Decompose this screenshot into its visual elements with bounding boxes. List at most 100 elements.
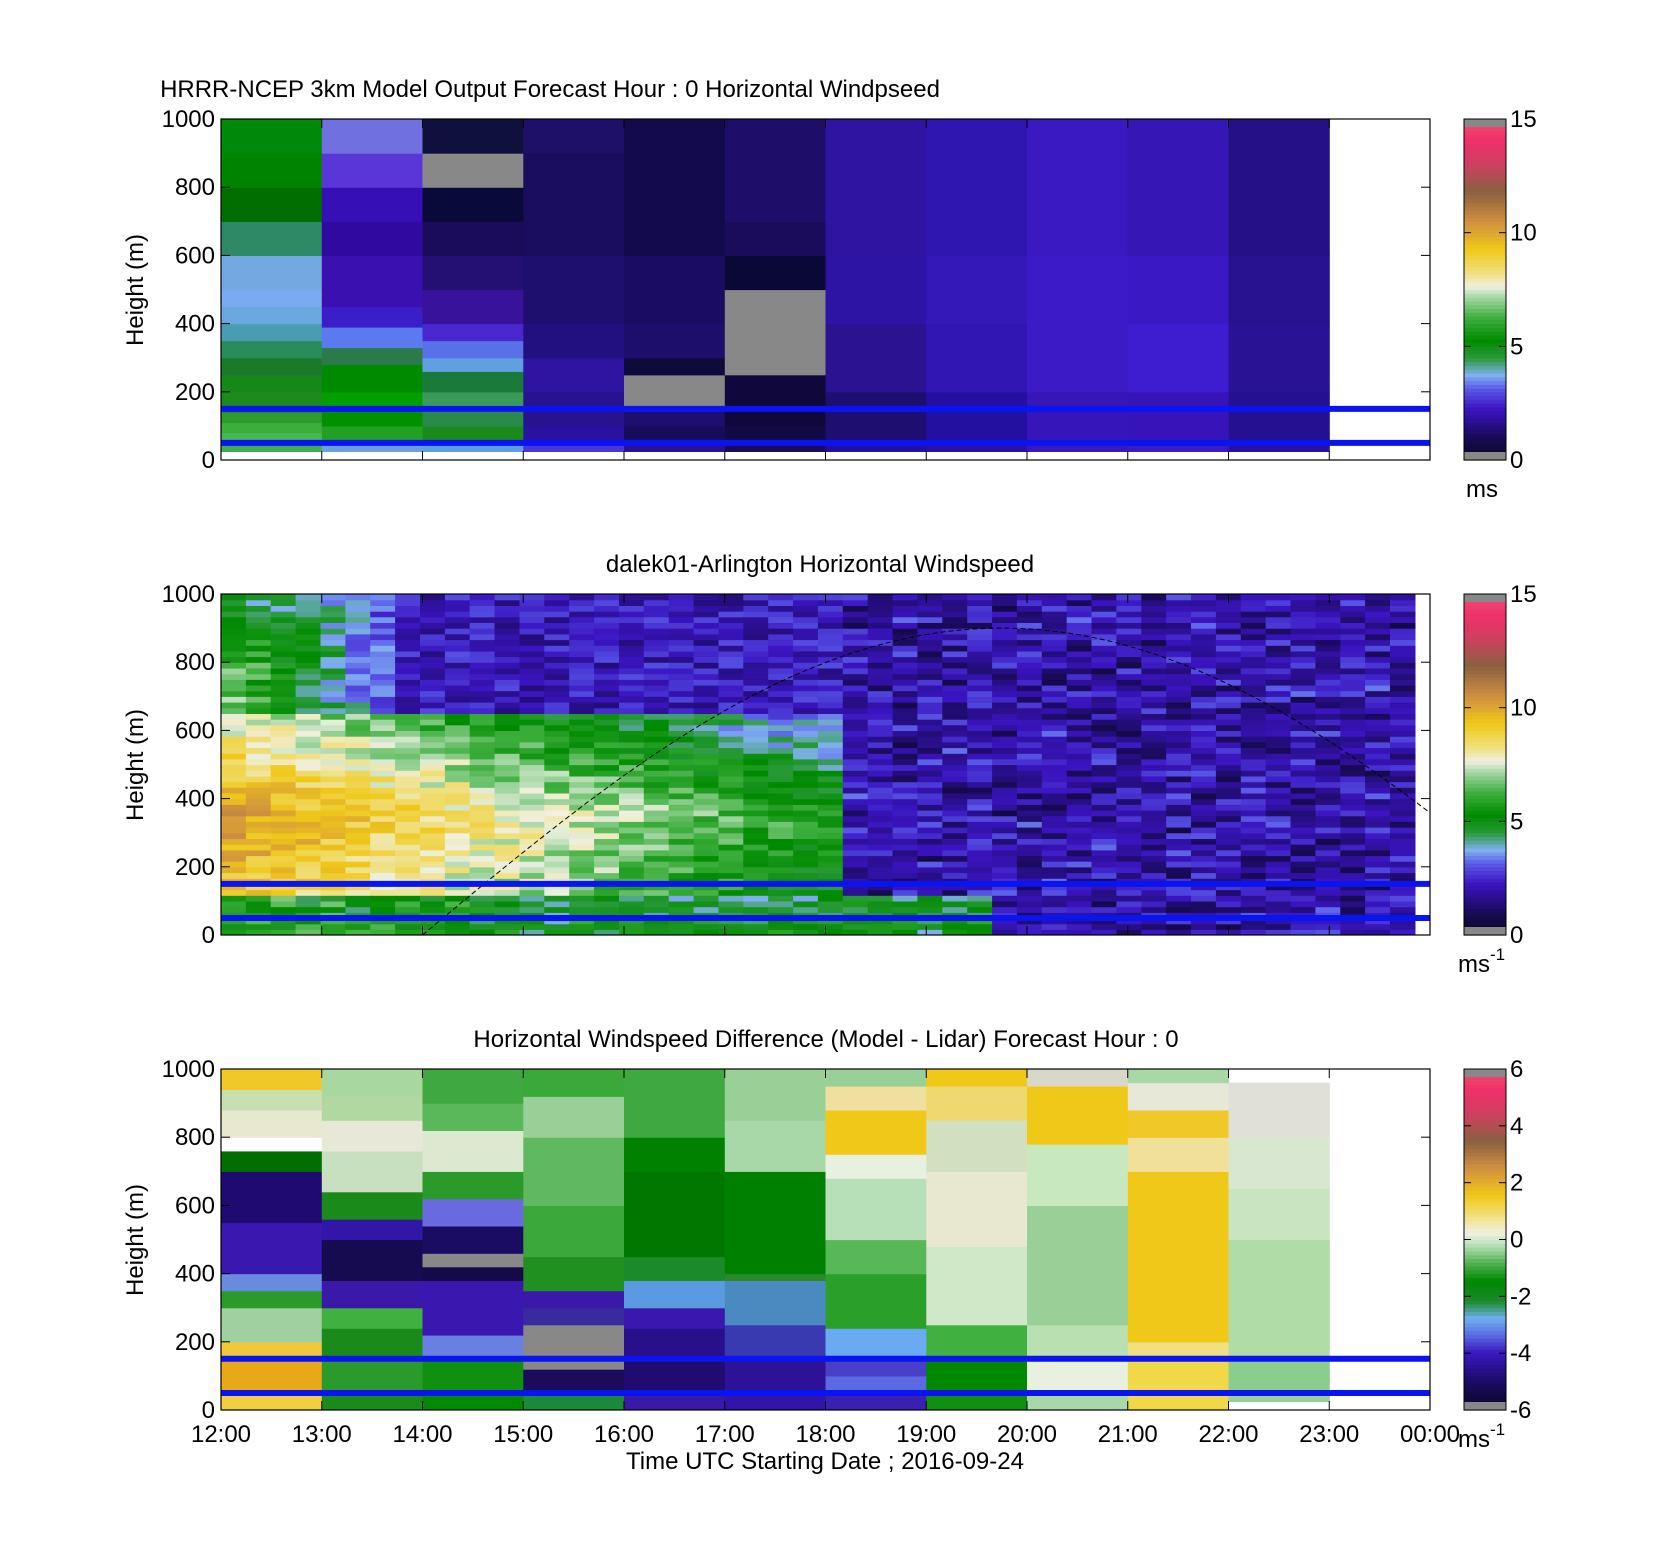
heatmap-cell xyxy=(444,611,471,618)
heatmap-cell xyxy=(817,633,844,641)
heatmap-cell xyxy=(1016,821,1043,828)
heatmap-cell xyxy=(1141,605,1167,612)
heatmap-cell xyxy=(1041,895,1068,902)
heatmap-cell xyxy=(1066,611,1093,618)
heatmap-cell xyxy=(768,719,794,726)
heatmap-cell xyxy=(817,758,844,766)
heatmap-cell xyxy=(422,1198,524,1227)
heatmap-cell xyxy=(245,690,272,697)
heatmap-cell xyxy=(1390,810,1416,817)
heatmap-cell xyxy=(867,810,894,817)
heatmap-cell xyxy=(842,866,869,874)
heatmap-cell xyxy=(444,821,471,828)
colorbar-swatch xyxy=(1464,893,1506,898)
heatmap-cell xyxy=(569,673,595,680)
heatmap-cell xyxy=(345,883,371,891)
heatmap-cell xyxy=(420,628,446,635)
heatmap-cell xyxy=(320,798,346,805)
heatmap-cell xyxy=(1116,702,1142,709)
heatmap-cell xyxy=(942,866,968,874)
heatmap-cell xyxy=(1340,730,1366,737)
heatmap-cell xyxy=(917,787,943,794)
heatmap-cell xyxy=(1066,707,1093,714)
heatmap-cell xyxy=(422,153,524,188)
heatmap-cell xyxy=(817,866,844,874)
heatmap-cell xyxy=(967,724,993,731)
heatmap-cell xyxy=(842,849,869,857)
heatmap-cell xyxy=(321,1328,424,1360)
colorbar-swatch xyxy=(1464,145,1506,150)
colorbar-swatch xyxy=(1464,221,1506,226)
heatmap-cell xyxy=(867,724,894,731)
colorbar-swatch xyxy=(1464,433,1506,438)
heatmap-cell xyxy=(1141,667,1167,675)
heatmap-cell xyxy=(420,844,446,851)
heatmap-cell xyxy=(295,918,322,925)
heatmap-cell xyxy=(569,787,595,794)
heatmap-cell xyxy=(444,929,471,935)
heatmap-cell xyxy=(370,861,396,868)
colorbar-swatch xyxy=(1464,141,1506,147)
heatmap-cell xyxy=(1166,696,1192,703)
colorbar-swatch xyxy=(1464,323,1506,328)
heatmap-cell xyxy=(1290,792,1316,800)
heatmap-cell xyxy=(321,1120,424,1152)
heatmap-cell xyxy=(1166,673,1192,680)
heatmap-cell xyxy=(1066,861,1093,868)
heatmap-cell xyxy=(1116,889,1142,896)
heatmap-cell xyxy=(768,872,794,879)
heatmap-cell xyxy=(1066,605,1093,612)
heatmap-cell xyxy=(270,684,297,692)
heatmap-cell xyxy=(321,119,424,154)
heatmap-cell xyxy=(1016,667,1043,675)
heatmap-cell xyxy=(270,849,297,857)
heatmap-cell xyxy=(1215,616,1242,623)
heatmap-cell xyxy=(1365,872,1391,879)
heatmap-cell xyxy=(917,798,943,805)
heatmap-cell xyxy=(892,787,919,794)
heatmap-cell xyxy=(569,849,595,857)
heatmap-cell xyxy=(422,1280,524,1336)
heatmap-cell xyxy=(1016,787,1043,794)
heatmap-cell xyxy=(370,758,396,766)
heatmap-cell xyxy=(1315,696,1341,703)
heatmap-cell xyxy=(892,775,919,783)
heatmap-cell xyxy=(624,255,726,325)
heatmap-cell xyxy=(444,810,471,817)
heatmap-cell xyxy=(1091,918,1117,925)
heatmap-cell xyxy=(1315,758,1341,766)
heatmap-cell xyxy=(270,696,297,703)
heatmap-cell xyxy=(245,798,272,805)
heatmap-cell xyxy=(320,656,346,663)
heatmap-cell xyxy=(1265,844,1292,851)
heatmap-cell xyxy=(295,622,322,629)
heatmap-cell xyxy=(469,747,496,754)
heatmap-cell xyxy=(1191,616,1217,623)
colorbar-swatch xyxy=(1464,737,1506,743)
heatmap-cell xyxy=(469,713,496,720)
heatmap-cell xyxy=(1315,622,1341,629)
heatmap-cell xyxy=(320,918,346,925)
heatmap-cell xyxy=(768,690,794,697)
heatmap-cell xyxy=(221,187,323,222)
heatmap-cell xyxy=(1240,838,1267,845)
heatmap-cell xyxy=(1091,656,1117,663)
heatmap-cell xyxy=(693,900,720,908)
heatmap-cell xyxy=(221,849,247,857)
heatmap-cell xyxy=(992,639,1018,646)
heatmap-cell xyxy=(1315,662,1341,669)
colorbar-swatch xyxy=(1464,753,1506,758)
heatmap-cell xyxy=(1240,866,1267,874)
heatmap-cell xyxy=(444,605,471,612)
heatmap-cell xyxy=(1390,861,1416,868)
heatmap-cell xyxy=(768,810,794,817)
heatmap-cell xyxy=(793,736,819,743)
heatmap-cell xyxy=(1041,662,1068,669)
colorbar-swatch xyxy=(1464,897,1506,902)
heatmap-cell xyxy=(842,696,869,703)
heatmap-cell xyxy=(842,781,869,788)
heatmap-cell xyxy=(1215,684,1242,692)
heatmap-cell xyxy=(1390,656,1416,663)
heatmap-cell xyxy=(1091,929,1117,935)
